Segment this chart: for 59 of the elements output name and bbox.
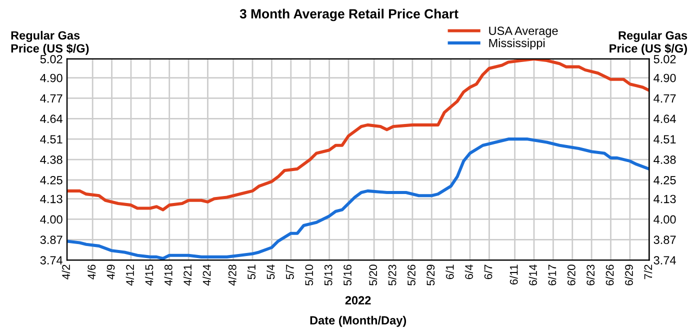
y-tick-label: 4.38 <box>40 156 62 164</box>
x-tick-label: 5/10 <box>304 264 314 286</box>
x-tick-label: 6/20 <box>567 264 576 286</box>
x-tick-label: 4/15 <box>144 264 154 286</box>
y-tick-label: 4.77 <box>40 94 62 102</box>
x-tick-label: 6/29 <box>624 264 633 286</box>
y-tick-label: 4.90 <box>40 74 62 82</box>
x-tick-label: 5/20 <box>368 264 378 286</box>
x-tick-label: 6/14 <box>528 264 537 286</box>
y2-tick-label: 4.38 <box>654 156 676 164</box>
y2-tick-label: 4.64 <box>654 114 676 124</box>
x-tick-label: 5/16 <box>343 264 352 286</box>
x-tick-label: 5/1 <box>247 264 256 280</box>
y2-tick-label: 5.02 <box>654 54 676 64</box>
y-axis-title: Regular Gas Price (US $/G) <box>11 30 89 55</box>
y2-tick-label: 4.13 <box>654 194 676 204</box>
x-tick-label: 6/17 <box>548 264 556 286</box>
x-tick-label: 4/2 <box>62 264 70 280</box>
x-tick-label: 5/13 <box>324 264 332 286</box>
x-tick-label: 6/7 <box>484 264 492 280</box>
y2-tick-label: 3.74 <box>654 256 676 264</box>
x-tick-label: 4/12 <box>126 264 134 286</box>
x-tick-label: 4/6 <box>87 264 96 280</box>
y-tick-label: 3.87 <box>40 236 62 244</box>
y2-tick-label: 4.25 <box>654 176 676 184</box>
x-tick-label: 6/26 <box>606 264 614 286</box>
x-tick-label: 5/29 <box>426 264 435 286</box>
y2-axis-title: Regular Gas Price (US $/G) <box>610 30 688 55</box>
x-tick-label: 5/7 <box>286 264 294 280</box>
x-tick-label: 6/11 <box>510 264 518 284</box>
y2-tick-label: 3.87 <box>654 236 676 244</box>
x-axis-title: Date (Month/Day) <box>310 316 406 327</box>
y-tick-label: 4.51 <box>40 135 62 144</box>
x-tick-label: 6/23 <box>586 264 595 286</box>
x-tick-label: 7/2 <box>644 264 652 280</box>
x-tick-label: 4/18 <box>164 264 172 286</box>
legend-label: Mississippi <box>489 38 545 50</box>
x-tick-label: 4/21 <box>183 264 192 286</box>
x-tick-label: 6/1 <box>446 264 454 280</box>
y-tick-label: 4.13 <box>40 194 62 204</box>
y-tick-label: 4.64 <box>40 114 62 124</box>
y2-tick-label: 4.51 <box>654 135 676 144</box>
x-tick-label: 4/9 <box>106 264 115 280</box>
text: 2022 <box>345 296 371 305</box>
y2-tick-label: 4.00 <box>654 215 676 224</box>
x-tick-label: 5/26 <box>407 264 416 286</box>
x-tick-label: 4/28 <box>228 264 236 286</box>
chart-title: 3 Month Average Retail Price Chart <box>240 8 458 22</box>
y-tick-label: 4.00 <box>40 215 62 224</box>
legend-label: USA Average <box>489 26 558 38</box>
x-tick-label: 5/4 <box>266 264 275 280</box>
x-tick-label: 5/23 <box>388 264 396 286</box>
x-tick-label: 4/24 <box>202 264 211 286</box>
y2-tick-label: 4.90 <box>654 74 676 82</box>
x-tick-label: 6/4 <box>464 264 474 280</box>
y-tick-label: 3.74 <box>40 256 62 264</box>
y-tick-label: 5.02 <box>40 54 62 64</box>
y2-tick-label: 4.77 <box>654 94 676 102</box>
y-tick-label: 4.25 <box>40 176 62 184</box>
